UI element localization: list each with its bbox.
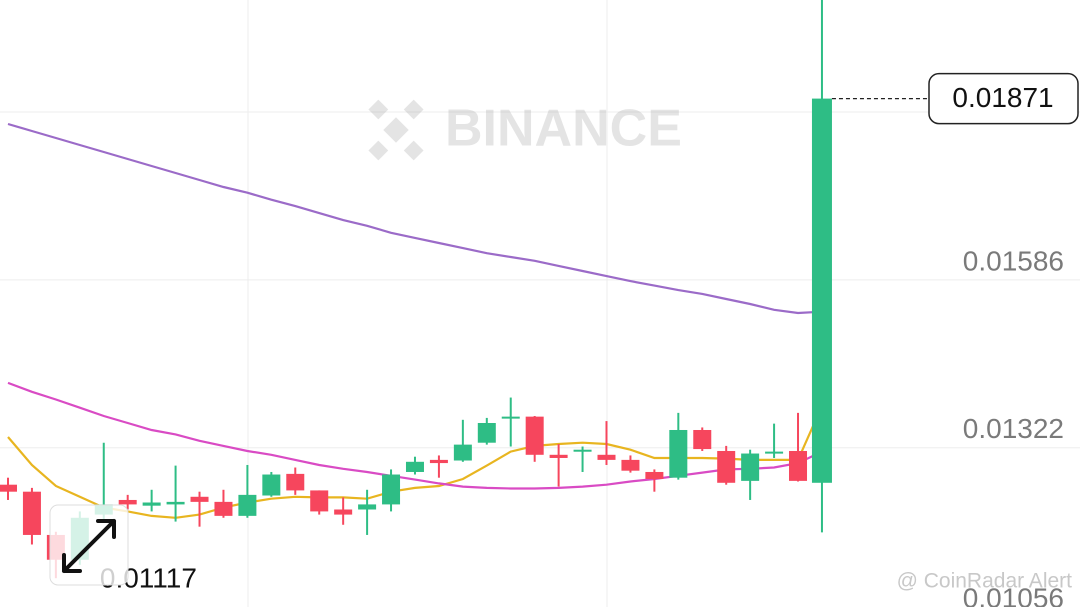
candle-body	[0, 484, 17, 492]
candle-body	[789, 450, 808, 481]
candle-body	[262, 474, 281, 496]
candle-body	[22, 491, 41, 535]
watermark-text: BINANCE	[445, 100, 682, 158]
watermark: BINANCE	[368, 99, 682, 161]
candle-body	[358, 504, 377, 510]
y-tick-label: 0.01586	[963, 245, 1064, 276]
candle-body	[573, 449, 592, 452]
candle-body	[310, 490, 329, 512]
watermark-logo	[368, 140, 389, 161]
moving-average-line	[7, 122, 823, 315]
candle-body	[811, 98, 832, 483]
candle-body	[741, 453, 760, 481]
expand-icon[interactable]	[49, 504, 129, 586]
candle-body	[669, 429, 688, 478]
watermark-logo	[403, 140, 424, 161]
source-watermark: @ CoinRadar Alert	[897, 570, 1073, 593]
candle-body	[286, 473, 305, 491]
candle-layer	[0, 0, 832, 579]
candle-body	[190, 496, 209, 502]
candle-body	[597, 454, 616, 460]
candle-body	[382, 474, 401, 505]
candle-body	[118, 499, 137, 505]
candle-body	[765, 451, 784, 454]
label-layer: 0.010560.013220.015860.018500.018710.011…	[100, 72, 1079, 607]
candle-body	[501, 416, 520, 419]
candle-body	[693, 429, 712, 450]
last-price-box	[928, 72, 1079, 125]
expand-icon-arrow[interactable]	[62, 519, 116, 573]
y-tick-label: 0.01322	[963, 413, 1064, 444]
candle-body	[645, 471, 664, 479]
candle-body	[621, 459, 640, 471]
watermark-logo	[368, 99, 389, 120]
candle-body	[405, 461, 424, 472]
candle-body	[166, 501, 185, 505]
candle-body	[334, 509, 353, 515]
candle-body	[238, 494, 257, 516]
y-tick-label: 0.01056	[963, 582, 1064, 607]
candle-body	[549, 454, 568, 458]
candle-body	[717, 450, 736, 483]
last-price-label: 0.01871	[952, 82, 1053, 113]
candle-body	[453, 444, 472, 461]
candle-body	[429, 459, 448, 464]
candle-body	[142, 502, 161, 506]
candle-body	[214, 501, 233, 516]
watermark-logo	[383, 117, 409, 143]
watermark-logo	[403, 99, 424, 120]
candle-body	[477, 422, 496, 443]
candle-body	[525, 416, 544, 455]
